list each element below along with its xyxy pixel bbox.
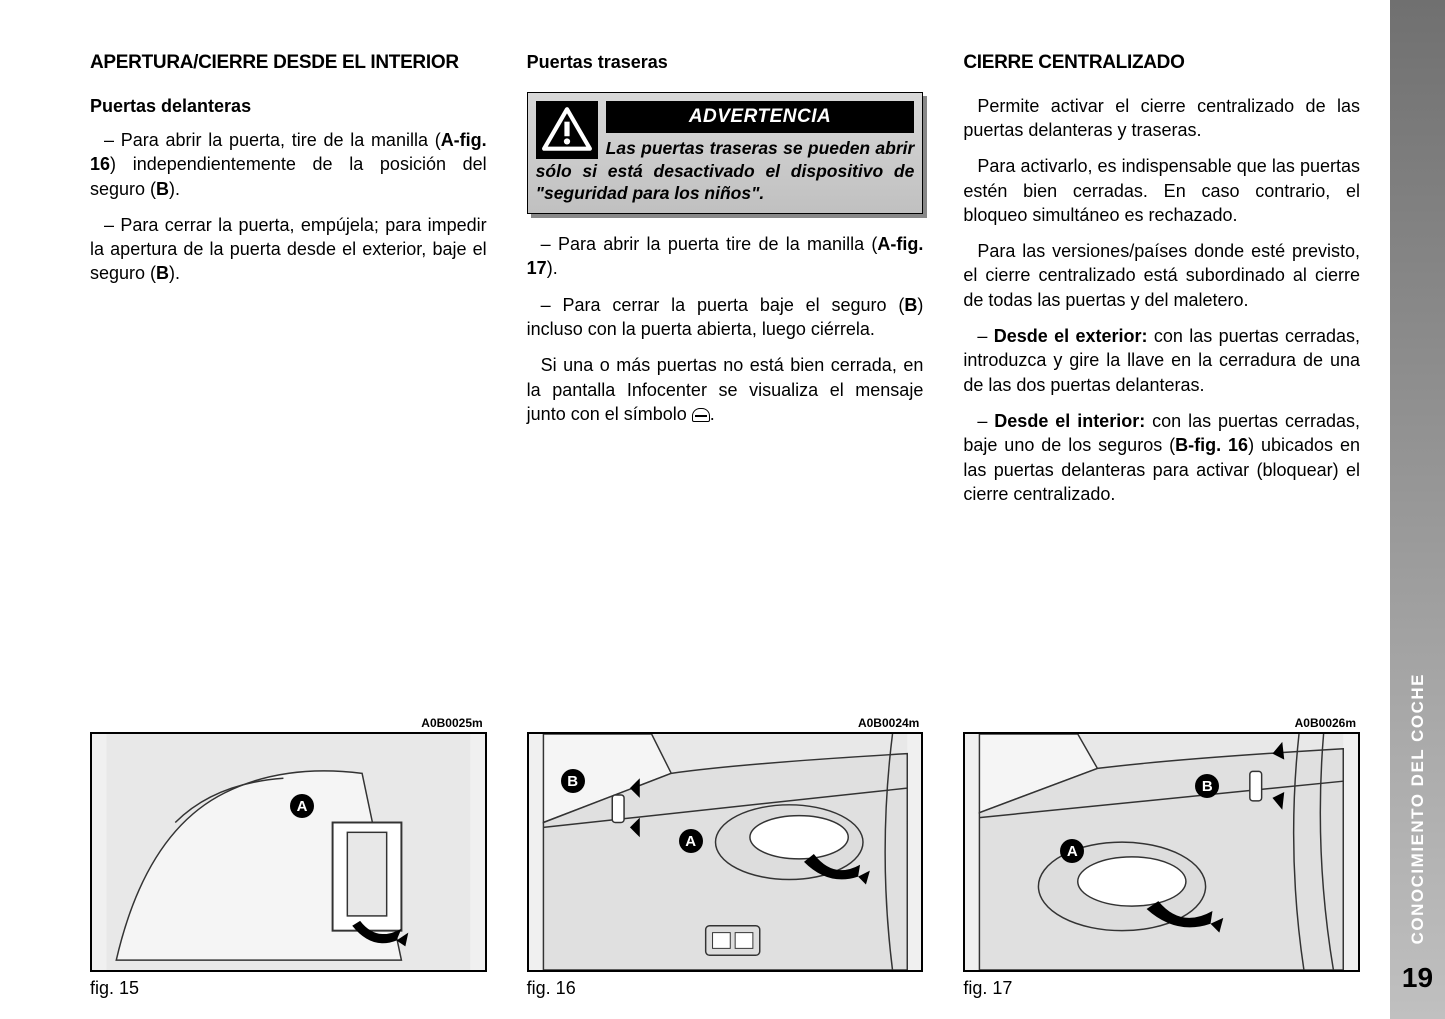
col2-subheading: Puertas traseras [527, 50, 924, 74]
col3-p5: – Desde el interior: con las puertas cer… [963, 409, 1360, 506]
fig17-caption: fig. 17 [963, 978, 1360, 999]
fig16-label-a: A [679, 829, 703, 853]
text-columns: APERTURA/CIERRE DESDE EL INTERIOR Puerta… [90, 50, 1360, 702]
section-sidebar: CONOCIMIENTO DEL COCHE 19 [1390, 0, 1445, 1019]
fig16-illustration: B A [527, 732, 924, 972]
section-title: CONOCIMIENTO DEL COCHE [1408, 673, 1428, 944]
content-area: APERTURA/CIERRE DESDE EL INTERIOR Puerta… [0, 0, 1390, 1019]
warning-box: ADVERTENCIA Las puertas traseras se pued… [527, 92, 924, 214]
col2-p1: – Para abrir la puerta tire de la manill… [527, 232, 924, 281]
col3-heading: CIERRE CENTRALIZADO [963, 50, 1360, 76]
manual-page: APERTURA/CIERRE DESDE EL INTERIOR Puerta… [0, 0, 1445, 1019]
col2-p2: – Para cerrar la puerta baje el seguro (… [527, 293, 924, 342]
figures-row: A0B0025m A fig. 15 A0B0024m [90, 732, 1360, 999]
fig17-code: A0B0026m [1295, 716, 1356, 730]
column-2: Puertas traseras ADVERTENCIA Las puertas… [527, 50, 924, 702]
page-number: 19 [1402, 962, 1433, 994]
col3-p1: Permite activar el cierre centralizado d… [963, 94, 1360, 143]
column-3: CIERRE CENTRALIZADO Permite activar el c… [963, 50, 1360, 702]
col2-p3: Si una o más puertas no está bien cerrad… [527, 353, 924, 426]
fig15-caption: fig. 15 [90, 978, 487, 999]
col1-p1: – Para abrir la puerta, tire de la manil… [90, 128, 487, 201]
fig15-code: A0B0025m [421, 716, 482, 730]
fig17-illustration: B A [963, 732, 1360, 972]
fig15-illustration: A [90, 732, 487, 972]
col1-subheading: Puertas delanteras [90, 94, 487, 118]
fig16-code: A0B0024m [858, 716, 919, 730]
fig16-label-b: B [561, 769, 585, 793]
figure-17: A0B0026m [963, 732, 1360, 999]
fig16-caption: fig. 16 [527, 978, 924, 999]
column-1: APERTURA/CIERRE DESDE EL INTERIOR Puerta… [90, 50, 487, 702]
col1-p2: – Para cerrar la puerta, empújela; para … [90, 213, 487, 286]
door-open-icon [692, 408, 710, 422]
col3-p2: Para activarlo, es indispensable que las… [963, 154, 1360, 227]
col3-p3: Para las versiones/países donde esté pre… [963, 239, 1360, 312]
warning-triangle-icon [536, 101, 598, 159]
figure-15: A0B0025m A fig. 15 [90, 732, 487, 999]
col1-heading: APERTURA/CIERRE DESDE EL INTERIOR [90, 50, 487, 76]
fig15-label-a: A [290, 794, 314, 818]
col3-p4: – Desde el exterior: con las puertas cer… [963, 324, 1360, 397]
figure-16: A0B0024m [527, 732, 924, 999]
warning-title: ADVERTENCIA [606, 101, 915, 133]
